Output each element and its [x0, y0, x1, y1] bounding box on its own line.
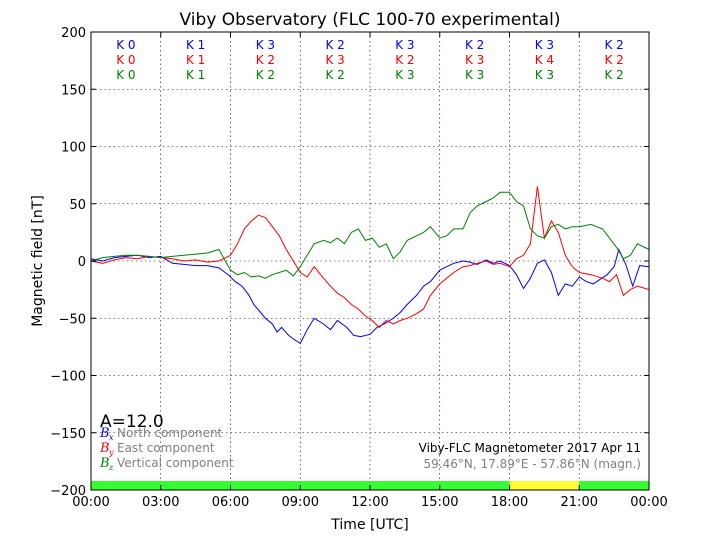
y-tick-label: 100	[61, 141, 86, 156]
k-index-label: K 2	[395, 53, 414, 67]
x-tick-label: 18:00	[491, 495, 528, 510]
k-index-label: K 2	[604, 53, 623, 67]
legend-symbol: B	[99, 456, 110, 471]
k-index-label: K 3	[395, 38, 414, 52]
legend-subscript: y	[108, 448, 114, 457]
k-index-label: K 2	[604, 68, 623, 82]
day-night-segment	[579, 481, 649, 490]
y-tick-label: −150	[50, 427, 86, 442]
k-index-label: K 3	[535, 38, 554, 52]
k-index-label: K 0	[116, 53, 135, 67]
x-axis-label: Time [UTC]	[330, 517, 408, 533]
k-index-label: K 1	[186, 68, 205, 82]
k-index-label: K 0	[116, 38, 135, 52]
y-tick-label: −50	[59, 312, 86, 327]
k-index-label: K 1	[186, 53, 205, 67]
x-tick-label: 06:00	[212, 495, 249, 510]
legend-label: North component	[117, 426, 223, 440]
x-tick-label: 00:00	[630, 495, 667, 510]
k-index-label: K 4	[535, 53, 554, 67]
axis-ticks: 00:00 03:00 06:00 09:00 12:00 15:00 18:00 21:00…	[50, 26, 667, 510]
series-line-east	[90, 186, 650, 329]
k-index-label: K 2	[325, 38, 344, 52]
k-index-label: K 3	[465, 53, 484, 67]
legend-symbol: B	[99, 426, 110, 441]
day-night-segment	[509, 481, 580, 490]
a-index-label: A=12.0	[100, 412, 164, 432]
x-tick-label: 12:00	[351, 495, 388, 510]
legend-subscript: x	[109, 433, 114, 442]
x-tick-label: 09:00	[282, 495, 319, 510]
y-tick-label: −100	[50, 370, 86, 385]
legend-subscript: z	[108, 463, 114, 472]
grid	[91, 32, 649, 490]
x-tick-label: 03:00	[142, 495, 179, 510]
x-tick-label: 21:00	[561, 495, 598, 510]
k-index-label: K 3	[465, 68, 484, 82]
y-tick-label: 200	[61, 26, 86, 41]
k-index-label: K 2	[256, 53, 275, 67]
series-lines	[90, 186, 650, 345]
x-tick-label: 15:00	[421, 495, 458, 510]
y-tick-label: −200	[50, 484, 86, 499]
legend-label: Vertical component	[117, 456, 234, 470]
y-tick-label: 150	[61, 83, 86, 98]
k-index-label: K 1	[186, 38, 205, 52]
k-index-label: K 0	[116, 68, 135, 82]
k-index-label: K 3	[325, 53, 344, 67]
series-line-vertical	[90, 191, 650, 279]
y-axis-label: Magnetic field [nT]	[30, 195, 46, 327]
k-index-label: K 3	[256, 38, 275, 52]
x-tick-label: 00:00	[72, 495, 109, 510]
info-line-2: 59.46°N, 17.89°E - 57.86°N (magn.)	[424, 457, 641, 471]
k-index-label: K 2	[325, 68, 344, 82]
k-index-label: K 3	[395, 68, 414, 82]
k-index-label: K 2	[256, 68, 275, 82]
y-tick-label: 0	[78, 255, 86, 270]
legend-label: East component	[117, 441, 215, 455]
k-index-label: K 3	[535, 68, 554, 82]
y-tick-label: 50	[69, 198, 86, 213]
k-index-label: K 2	[465, 38, 484, 52]
k-index-label: K 2	[604, 38, 623, 52]
info-line-1: Viby-FLC Magnetometer 2017 Apr 11	[419, 441, 641, 455]
chart-title: Viby Observatory (FLC 100-70 experimenta…	[180, 10, 561, 30]
legend-symbol: B	[99, 441, 110, 456]
